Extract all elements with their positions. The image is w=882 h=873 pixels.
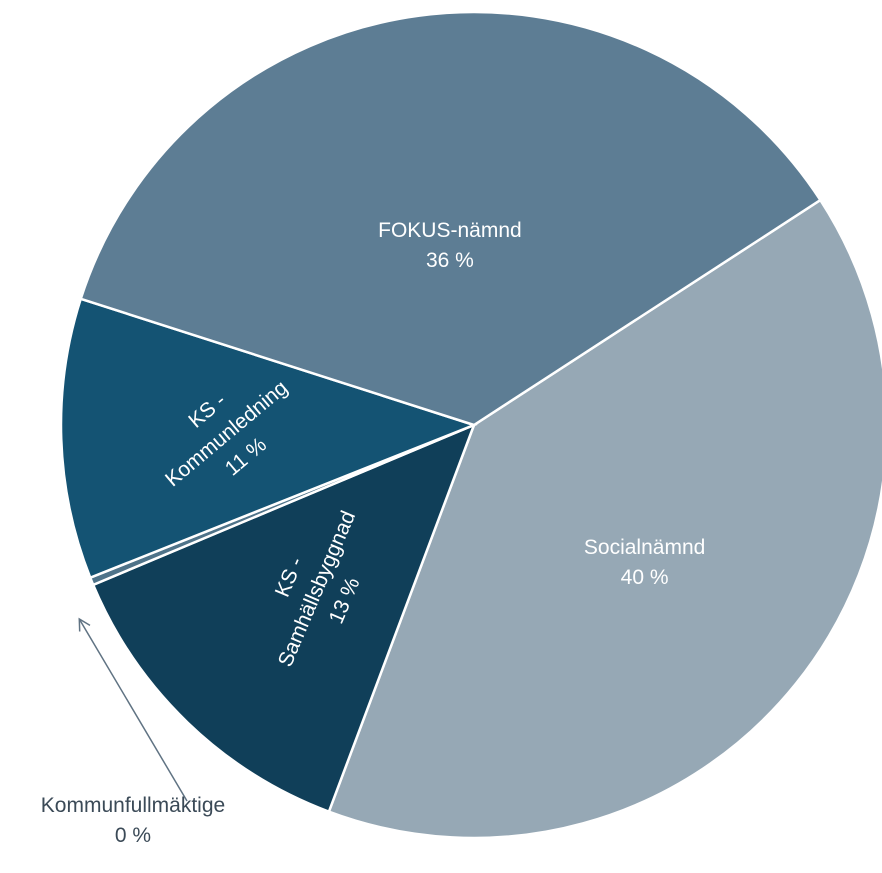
pie-slice-fokus-namnd [79,10,823,427]
pie-slice-ks-samhallsbyggnad [91,422,477,814]
pie-slices [59,10,882,840]
data-label-socialnamnd: Socialnämnd 40 % [584,536,705,589]
pie-slice-ks-kommunledning [59,297,478,580]
leader-arrowhead-kommunfullmaktige [78,617,91,632]
leader-line-kommunfullmaktige [78,618,188,802]
data-label-kommunfullmaktige: Kommunfullmäktige 0 % [41,794,225,847]
data-label-fokus-namnd: FOKUS-nämnd 36 % [378,219,522,272]
pie-slice-socialnamnd [327,198,882,840]
